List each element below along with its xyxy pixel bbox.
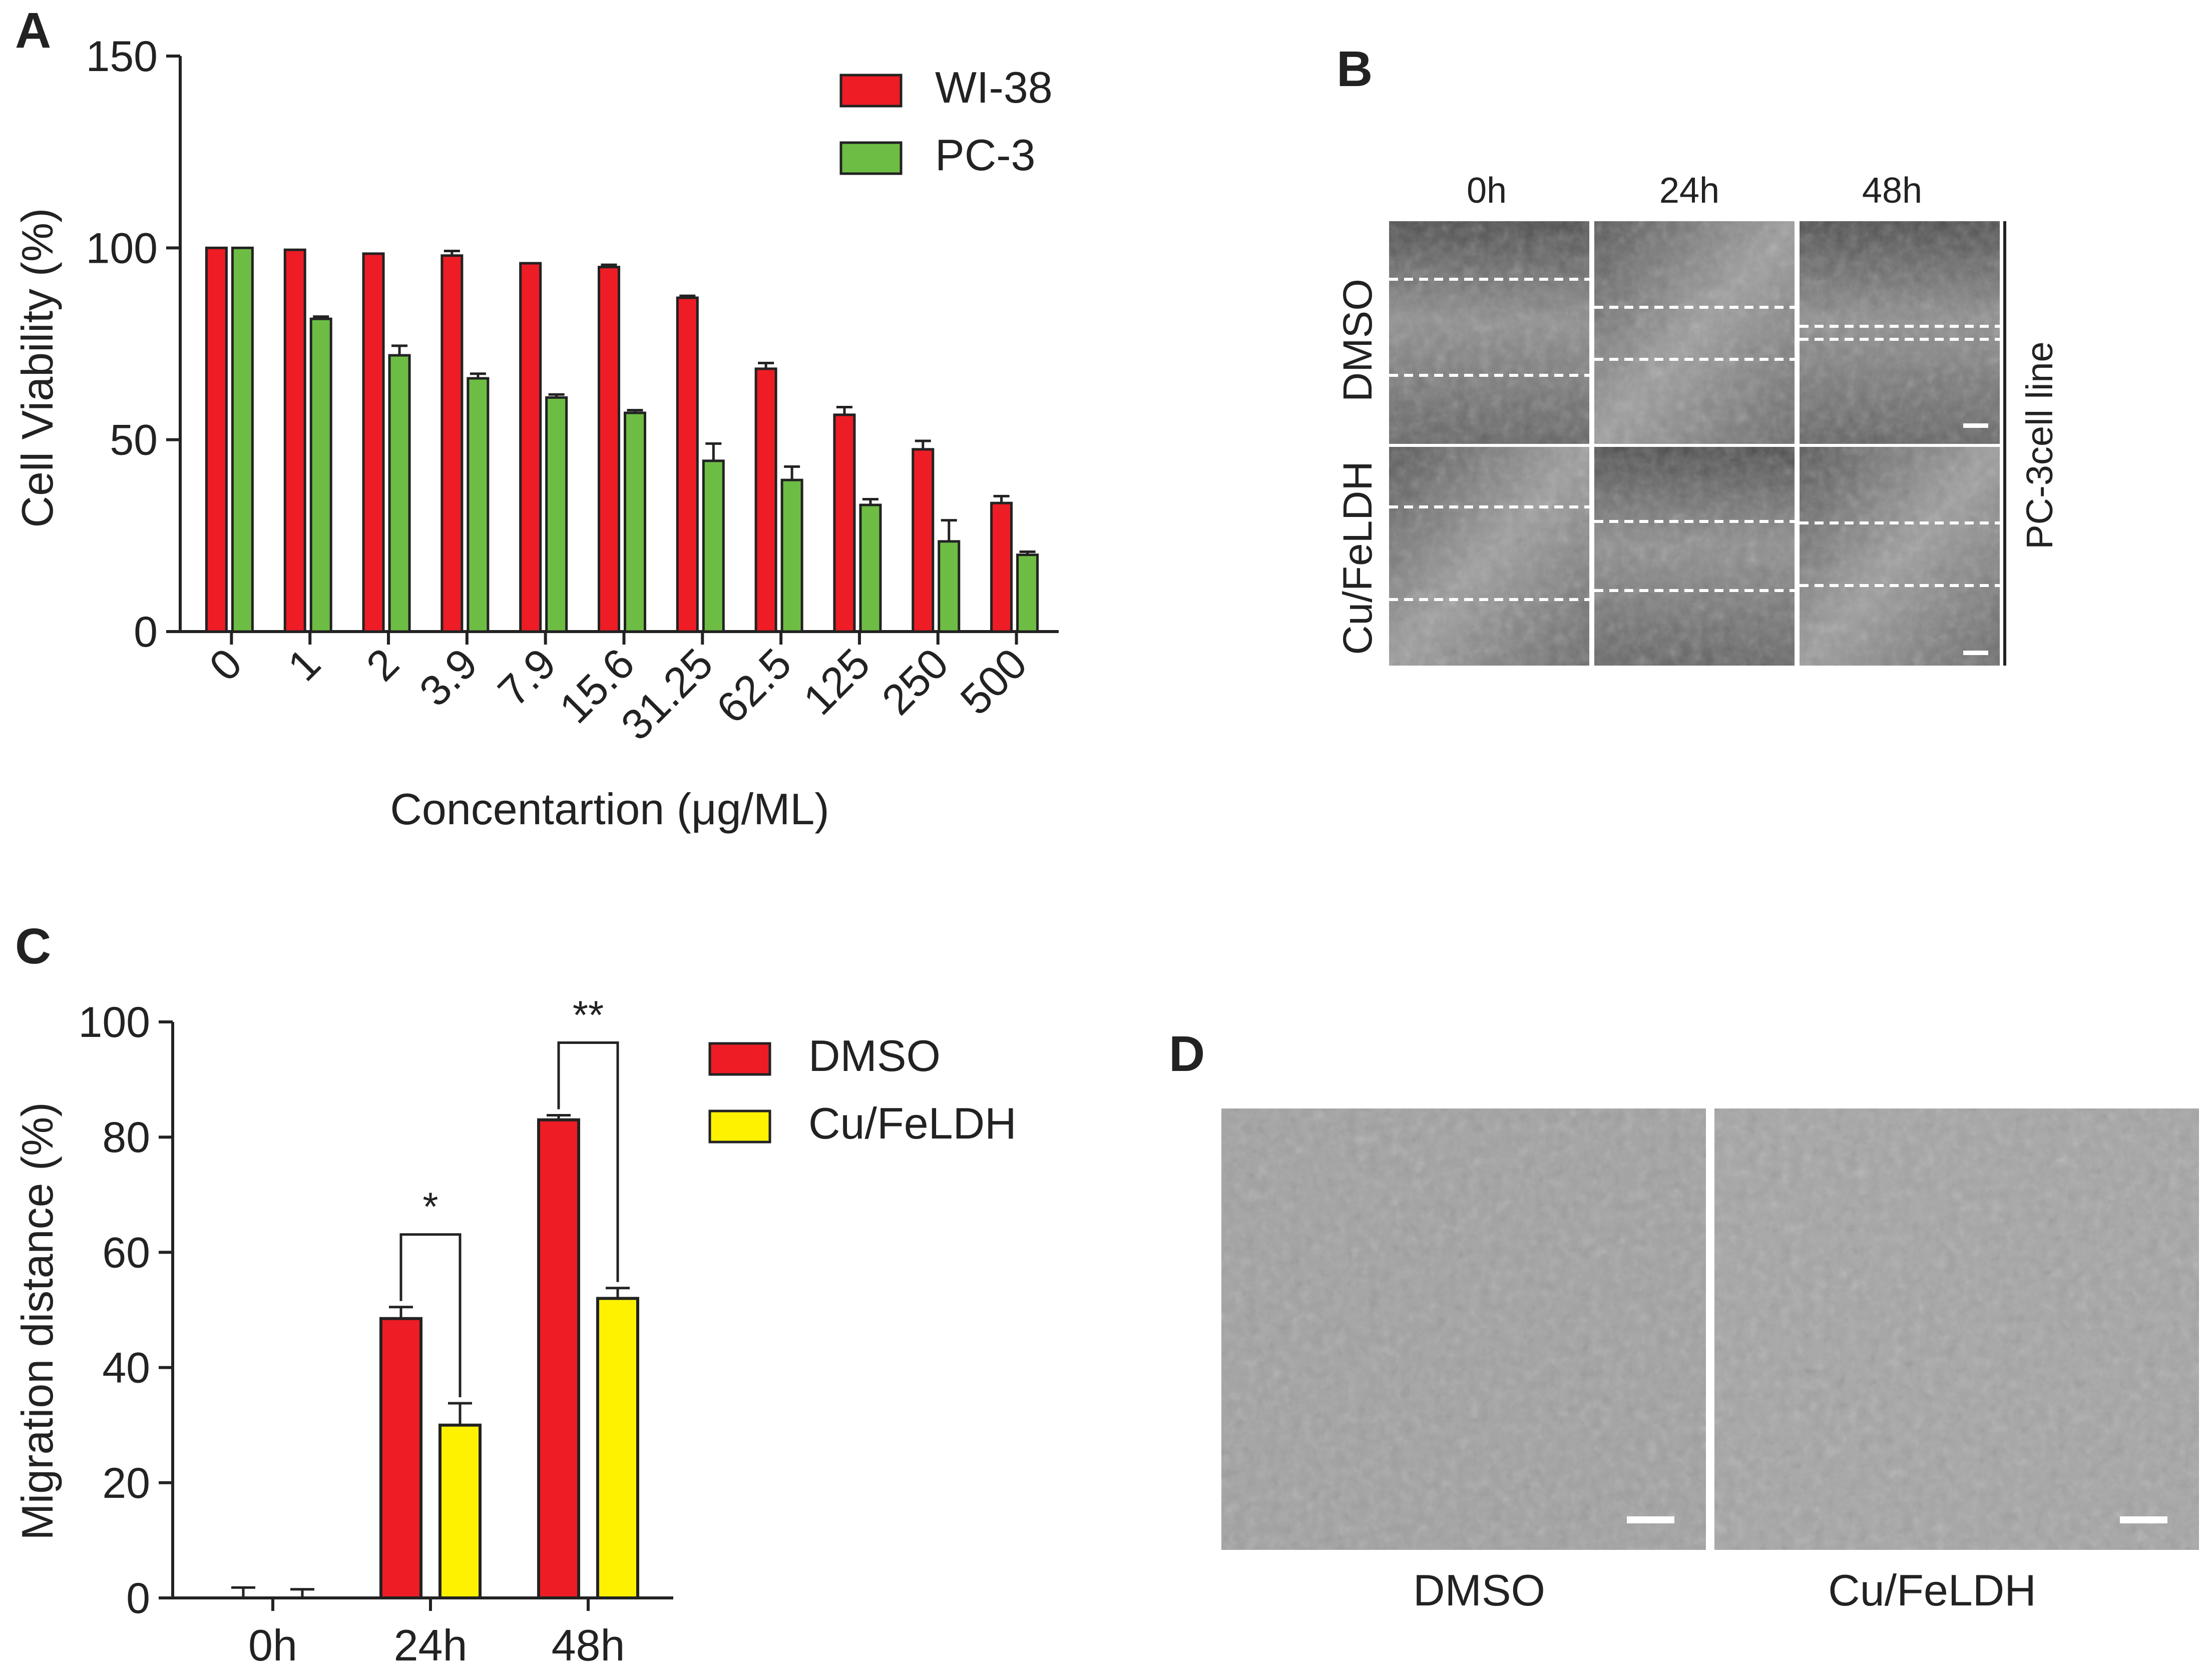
chart-c-y-tick-label: 60 xyxy=(102,1229,150,1277)
chart-c-legend-swatch xyxy=(708,1042,771,1076)
chart-a-x-tick-label: 7.9 xyxy=(489,640,565,716)
micrograph-cufeldh-0h xyxy=(1389,447,1589,666)
chart-a-bar-pc-3-2 xyxy=(388,354,411,633)
chart-c-legend-label: Cu/FeLDH xyxy=(808,1098,1017,1148)
panel-d-micrographs: DMSO Cu/FeLDH xyxy=(1221,1108,2199,1615)
chart-c-y-tick-label: 40 xyxy=(102,1344,150,1392)
chart-a-y-tick-label: 50 xyxy=(110,416,158,464)
panel-label-c: C xyxy=(15,918,51,974)
chart-a-x-tick-label: 31.25 xyxy=(612,640,722,750)
chart-a-x-tick-label: 2 xyxy=(357,640,408,691)
scale-bar xyxy=(1963,651,1988,655)
chart-a-bar-wi-38-0 xyxy=(205,246,228,633)
label-d-dmso: DMSO xyxy=(1413,1565,1545,1615)
chart-a-bar-wi-38-2 xyxy=(362,252,385,633)
chart-c-x-tick-label: 24h xyxy=(394,1620,468,1670)
chart-c-significance-bracket xyxy=(557,1041,619,1282)
chart-a-x-tick-label: 1 xyxy=(279,640,330,691)
chart-a-bar-pc-3-250 xyxy=(938,540,961,633)
chart-a-legend-label: WI-38 xyxy=(935,63,1053,112)
chart-c-bar-dmso-48h xyxy=(537,1118,580,1599)
chart-a-x-tick-label: 500 xyxy=(952,640,1036,724)
chart-c-y-tick-label: 0 xyxy=(126,1574,150,1622)
chart-a-bar-pc-3-1 xyxy=(309,317,332,633)
chart-a-bar-wi-38-250 xyxy=(912,448,935,633)
chart-c-y-tick-label: 100 xyxy=(79,998,151,1046)
chart-a-y-tick-label: 100 xyxy=(86,224,158,272)
chart-c-significance-label: ** xyxy=(573,992,604,1037)
panel-label-a: A xyxy=(15,3,51,59)
chart-c-x-tick-label: 48h xyxy=(552,1620,625,1670)
chart-a-bar-wi-38-500 xyxy=(990,501,1013,633)
chart-a-bar-pc-3-15.6 xyxy=(624,411,646,633)
chart-a-x-axis-label: Concentartion (μg/ML) xyxy=(390,784,829,834)
chart-c-bar-cu-feldh-24h xyxy=(438,1423,482,1599)
micrograph-cufeldh-48h xyxy=(1800,447,2000,666)
chart-c-y-tick-label: 80 xyxy=(102,1113,150,1162)
chart-a-bar-wi-38-3.9 xyxy=(440,254,464,633)
chart-c-bar-cu-feldh-48h xyxy=(596,1297,639,1599)
micrograph-dmso-48h xyxy=(1800,221,2000,444)
micrograph-d-dmso xyxy=(1221,1108,1706,1550)
scale-bar xyxy=(2120,1516,2167,1523)
chart-a-x-tick-label: 62.5 xyxy=(707,640,800,733)
scale-bar xyxy=(1627,1516,1674,1523)
micrograph-dmso-24h xyxy=(1594,221,1795,444)
cell-line-label: PC-3cell line xyxy=(2019,341,2060,549)
chart-c-y-axis-label: Migration distance (%) xyxy=(13,1102,62,1540)
micrograph-cufeldh-24h xyxy=(1594,447,1795,666)
column-label-48h: 48h xyxy=(1862,171,1922,211)
label-d-cufeldh: Cu/FeLDH xyxy=(1828,1565,2036,1615)
chart-a-bar-wi-38-1 xyxy=(283,248,306,633)
chart-a-bar-pc-3-62.5 xyxy=(780,478,803,633)
chart-a-legend-swatch xyxy=(839,141,903,175)
micrograph-d-cufeldh xyxy=(1714,1108,2199,1550)
chart-a-bar-pc-3-0 xyxy=(231,246,254,633)
chart-a-bar-pc-3-125 xyxy=(859,503,882,633)
chart-a-bar-pc-3-3.9 xyxy=(467,377,490,633)
row-label-dmso: DMSO xyxy=(1335,279,1381,402)
chart-a-bar-pc-3-7.9 xyxy=(545,396,568,633)
chart-a-x-tick-label: 125 xyxy=(794,640,879,724)
chart-a-y-tick-label: 0 xyxy=(134,608,158,656)
chart-a-legend-swatch xyxy=(839,74,903,108)
chart-a-bar-pc-3-500 xyxy=(1016,553,1039,633)
chart-c-significance-bracket xyxy=(399,1233,462,1397)
chart-a-legend-label: PC-3 xyxy=(935,130,1036,180)
chart-c-y-tick-label: 20 xyxy=(102,1459,150,1507)
chart-a-bar-wi-38-31.25 xyxy=(676,296,699,633)
chart-a-y-axis-label: Cell Viability (%) xyxy=(13,208,62,528)
micrograph-dmso-0h xyxy=(1389,221,1589,444)
chart-c-bar-dmso-24h xyxy=(379,1317,422,1599)
chart-a-x-tick-label: 3.9 xyxy=(410,640,487,716)
panel-label-b: B xyxy=(1337,41,1373,97)
chart-a-bar-wi-38-15.6 xyxy=(598,266,620,633)
panel-label-d: D xyxy=(1169,1026,1205,1082)
chart-a-bar-pc-3-31.25 xyxy=(702,459,725,633)
row-label-cufeldh: Cu/FeLDH xyxy=(1335,461,1381,655)
chart-a-x-tick-label: 250 xyxy=(873,640,958,724)
chart-a-bar-wi-38-7.9 xyxy=(519,262,542,633)
column-label-24h: 24h xyxy=(1659,171,1719,211)
scale-bar xyxy=(1963,423,1988,428)
chart-c-x-tick-label: 0h xyxy=(248,1620,297,1670)
chart-c-legend-swatch xyxy=(708,1109,771,1144)
chart-a-y-tick-label: 150 xyxy=(86,33,158,81)
panel-b-scratch-assay: 0h 24h 48h DMSO Cu/FeLDH PC-3cell line xyxy=(1335,171,2060,666)
chart-c-significance-label: * xyxy=(422,1185,438,1229)
chart-c-legend-label: DMSO xyxy=(808,1031,941,1080)
chart-a-bar-wi-38-125 xyxy=(833,413,856,633)
chart-a-x-tick-label: 0 xyxy=(200,640,251,691)
column-label-0h: 0h xyxy=(1467,171,1507,211)
chart-a-bar-wi-38-62.5 xyxy=(754,367,777,633)
